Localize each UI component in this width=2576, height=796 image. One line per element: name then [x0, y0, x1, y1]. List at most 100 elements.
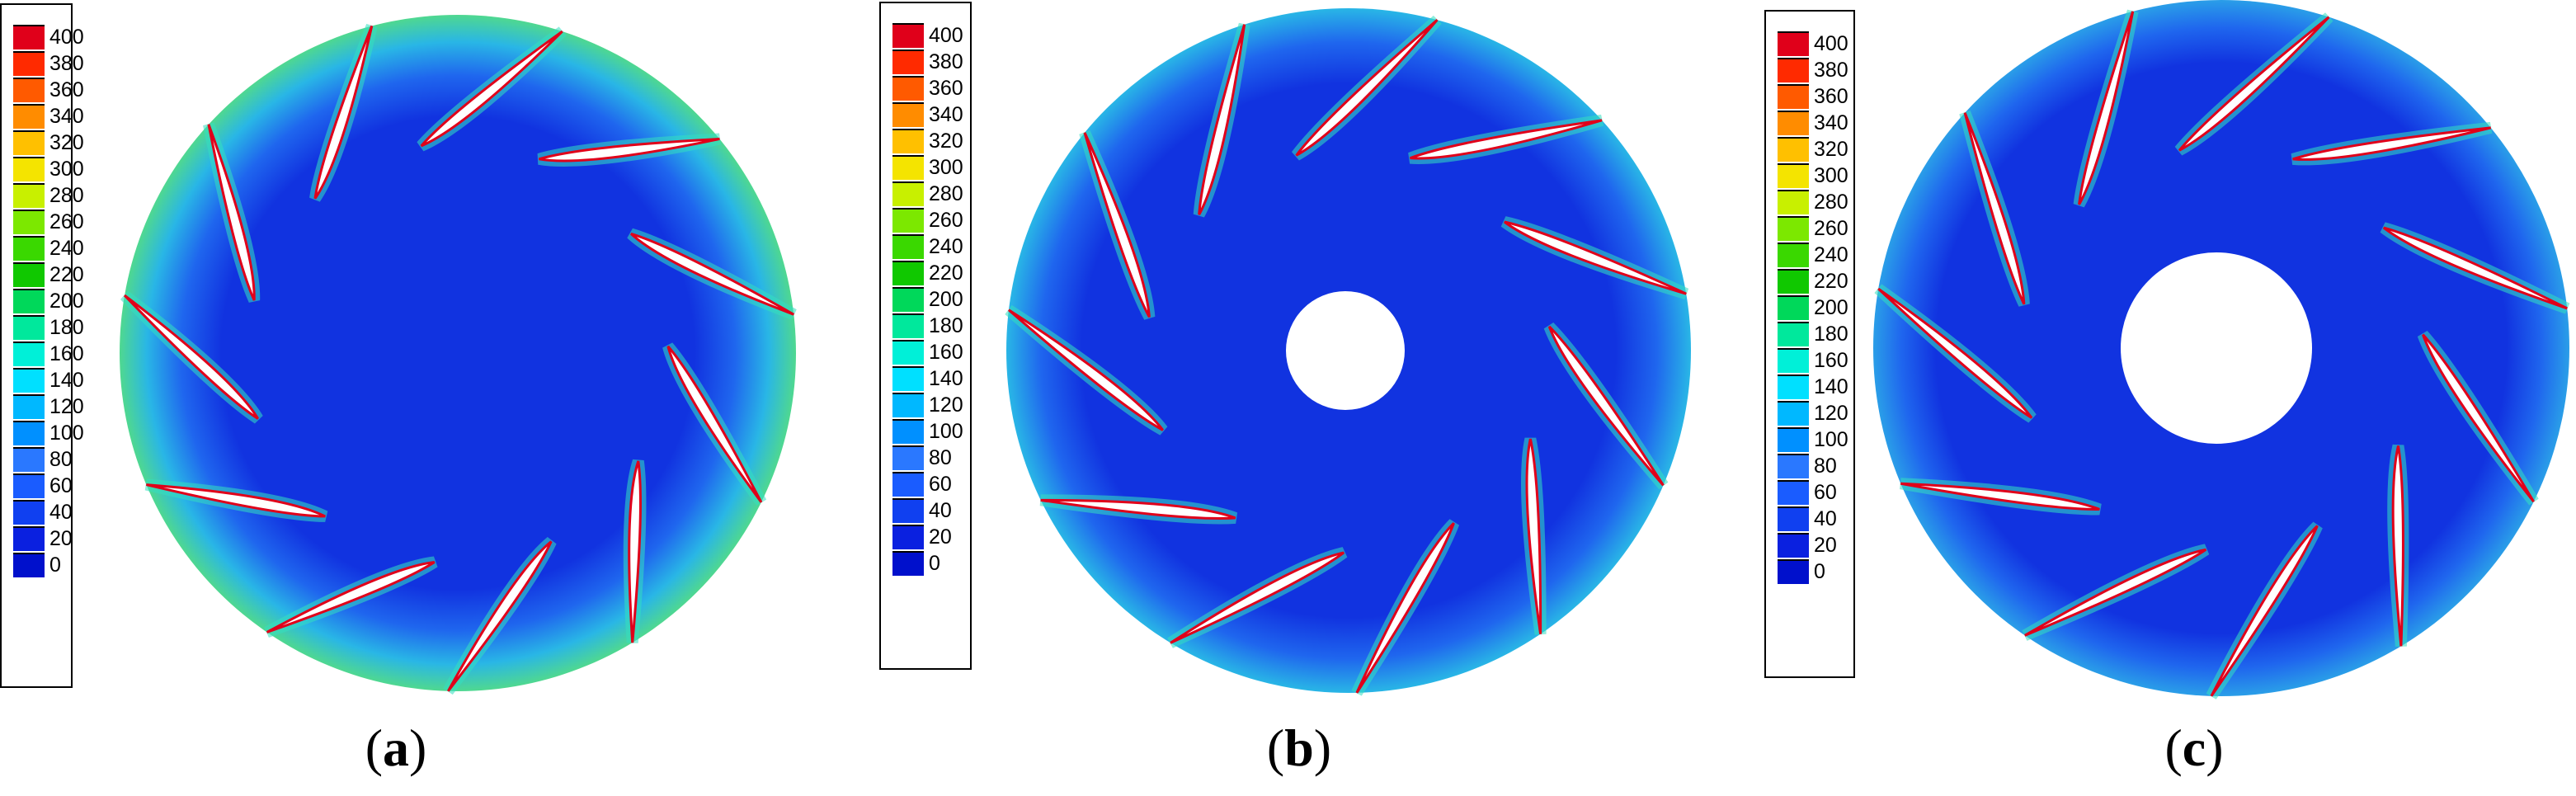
legend-swatch [1778, 480, 1809, 505]
legend-tick-label: 360 [1814, 85, 1848, 108]
legend-entry: 300 [2, 157, 84, 183]
legend-entry: 100 [1766, 427, 1853, 454]
hub-hole-c [2121, 252, 2312, 444]
legend-entry: 360 [881, 76, 970, 102]
panel-c: 400 380 360 340 320 300 280 260 240 220 200 180 160 1… [1761, 0, 2576, 796]
legend-tick-label: 300 [929, 156, 963, 179]
legend-swatch [13, 500, 45, 525]
hub-hole-b [1286, 291, 1405, 410]
contour-disk-b [1005, 8, 1691, 696]
legend-swatch [13, 421, 45, 445]
legend-tick-label: 280 [49, 184, 84, 207]
legend-entry: 220 [881, 261, 970, 287]
legend-tick-label: 320 [929, 130, 963, 153]
legend-entry: 400 [881, 23, 970, 49]
legend-tick-label: 140 [49, 369, 84, 392]
legend-tick-label: 80 [1814, 455, 1837, 478]
legend-tick-label: 300 [49, 158, 84, 181]
legend-entry: 200 [881, 287, 970, 313]
legend-swatch [1778, 295, 1809, 320]
legend-tick-label: 360 [49, 78, 84, 101]
legend-tick-label: 180 [49, 316, 84, 339]
blades-b [1005, 15, 1689, 696]
legend-entry: 280 [2, 183, 84, 210]
legend-swatch [13, 473, 45, 498]
caption-a: (a) [365, 718, 427, 777]
legend-tick-label: 340 [929, 103, 963, 126]
caption-c: (c) [2164, 718, 2224, 777]
legend-swatch [892, 287, 924, 312]
legend-entry: 320 [1766, 137, 1853, 163]
legend-tick-label: 220 [929, 261, 963, 285]
legend-entry: 320 [2, 130, 84, 157]
legend-swatch [13, 447, 45, 472]
blade [145, 483, 326, 518]
legend-swatch [13, 130, 45, 155]
legend-swatch [13, 262, 45, 287]
blade [313, 25, 374, 200]
legend-entry: 280 [881, 181, 970, 208]
legend-entry: 400 [2, 25, 84, 51]
blade [2422, 333, 2535, 503]
legend-tick-label: 80 [929, 446, 952, 469]
legend-swatch [1778, 454, 1809, 478]
legend-entry: 80 [2, 447, 73, 473]
legend-swatch [1778, 322, 1809, 346]
legend-entry: 0 [881, 551, 970, 577]
legend-entry: 180 [2, 315, 84, 341]
legend-swatch [13, 236, 45, 261]
legend-tick-label: 340 [1814, 111, 1848, 134]
blade [1007, 309, 1164, 431]
contour-disk-a [120, 15, 797, 695]
blade [1295, 19, 1439, 157]
legend-entry: 200 [1766, 295, 1853, 322]
legend-entry: 280 [1766, 190, 1853, 216]
legend-swatch [13, 210, 45, 234]
legend-swatch [1778, 190, 1809, 214]
legend-entry: 160 [881, 340, 970, 366]
blade [1504, 220, 1687, 295]
legend-swatch [892, 472, 924, 497]
legend-entry: 80 [881, 445, 970, 472]
legend-tick-label: 40 [929, 499, 952, 522]
legend-entry: 240 [2, 236, 84, 262]
legend-swatch [13, 104, 45, 129]
blades-a [120, 23, 797, 695]
legend-swatch [892, 366, 924, 391]
blade [2382, 226, 2568, 310]
blade [666, 345, 763, 503]
legend-entry: 260 [2, 210, 84, 236]
blade [2292, 126, 2492, 161]
legend-swatch [892, 261, 924, 285]
legend-tick-label: 100 [49, 422, 84, 445]
blade [1900, 482, 2100, 511]
blade [2078, 11, 2135, 205]
legend-entry: 120 [881, 393, 970, 419]
legend-swatch [1778, 216, 1809, 241]
legend-swatch [13, 526, 45, 551]
legend-tick-label: 240 [1814, 243, 1848, 266]
contour-disk-c [1873, 0, 2570, 699]
blade [1410, 119, 1603, 160]
blade [1170, 551, 1345, 644]
legend-entry: 100 [881, 419, 970, 445]
blade [539, 137, 720, 162]
legend-entry: 300 [1766, 163, 1853, 190]
legend-swatch [1778, 137, 1809, 162]
legend-swatch [892, 234, 924, 259]
legend-tick-label: 220 [49, 263, 84, 286]
legend-swatch [1778, 269, 1809, 294]
legend-swatch [1778, 374, 1809, 399]
blade [2210, 525, 2319, 697]
legend-tick-label: 320 [1814, 138, 1848, 161]
blade [1963, 112, 2026, 305]
legend-entry: 20 [2, 526, 73, 553]
blade [2391, 445, 2404, 647]
legend-swatch [892, 181, 924, 206]
color-legend-a: 400 380 360 340 320 300 280 260 240 220 200 180 160 1… [0, 3, 84, 688]
legend-tick-label: 240 [929, 235, 963, 258]
blade [1547, 325, 1665, 487]
legend-tick-label: 60 [49, 474, 73, 497]
blade [1525, 438, 1542, 634]
blade [420, 30, 563, 148]
